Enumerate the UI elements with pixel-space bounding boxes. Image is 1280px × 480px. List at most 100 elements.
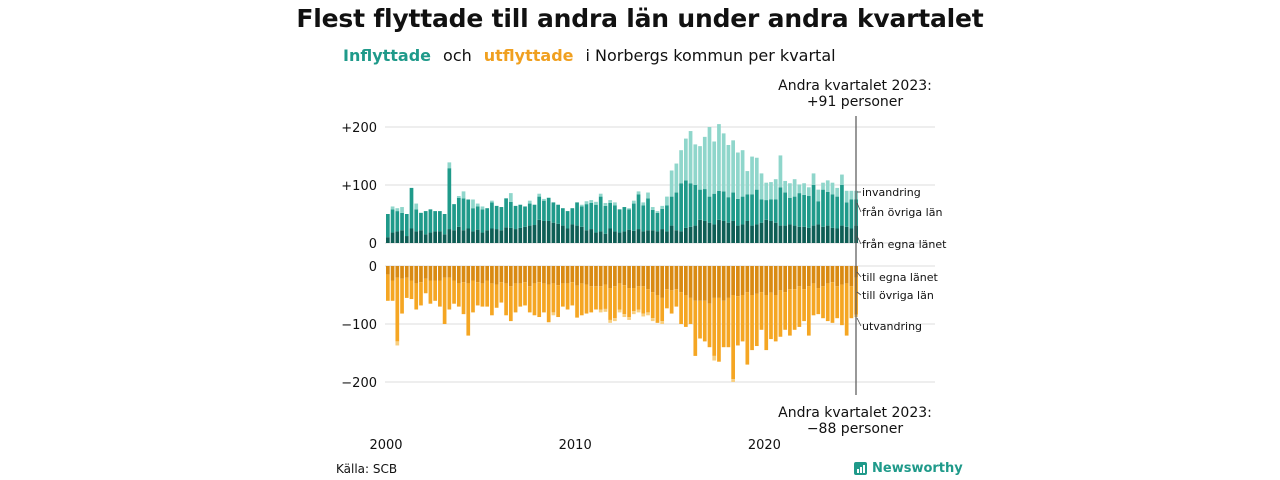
side-label-connector <box>856 235 862 245</box>
bar-out-1 <box>537 282 542 318</box>
bar-in-1 <box>650 209 655 231</box>
bar-out-0 <box>556 266 560 286</box>
bar-in-0 <box>636 229 641 243</box>
bar-out-2 <box>598 309 603 313</box>
bar-in-1 <box>788 197 792 225</box>
bar-out-1 <box>386 274 390 301</box>
bar-in-1 <box>669 196 674 226</box>
bar-in-2 <box>589 200 594 203</box>
bar-in-1 <box>636 194 641 230</box>
bar-out-0 <box>608 266 613 289</box>
bar-out-0 <box>570 266 575 283</box>
side-label-connector <box>856 317 862 327</box>
bar-in-0 <box>475 229 480 243</box>
bar-in-2 <box>490 200 494 203</box>
bar-in-0 <box>788 224 792 243</box>
bar-in-2 <box>792 179 797 197</box>
bar-out-0 <box>665 266 669 290</box>
side-label-bottom: utvandring <box>862 320 922 333</box>
bar-out-0 <box>821 266 825 287</box>
bar-out-2 <box>731 379 735 382</box>
bar-out-0 <box>736 266 740 297</box>
bar-out-0 <box>433 266 437 281</box>
bar-in-1 <box>740 196 745 225</box>
bar-in-1 <box>849 199 854 229</box>
bar-in-1 <box>561 208 565 226</box>
brand-name: Newsworthy <box>872 461 963 476</box>
bar-out-0 <box>461 266 466 283</box>
bar-in-0 <box>688 226 693 243</box>
bar-in-1 <box>674 192 679 231</box>
bar-in-2 <box>480 206 485 210</box>
bar-in-2 <box>698 146 702 190</box>
bar-in-0 <box>698 219 702 243</box>
subtitle-utflyttade: utflyttade <box>483 46 574 65</box>
bar-out-1 <box>494 284 499 308</box>
bar-out-1 <box>419 282 423 306</box>
bar-in-0 <box>579 226 584 243</box>
bar-in-0 <box>750 225 754 243</box>
bar-out-1 <box>613 286 617 319</box>
bar-in-1 <box>802 194 806 227</box>
bar-out-2 <box>622 314 627 318</box>
bar-out-0 <box>622 266 627 286</box>
bar-out-1 <box>490 283 494 316</box>
bar-in-0 <box>527 225 532 243</box>
bar-out-0 <box>513 266 518 284</box>
bar-out-0 <box>508 266 513 287</box>
bar-out-0 <box>456 266 461 284</box>
bar-in-0 <box>707 222 712 243</box>
bar-out-0 <box>527 266 532 287</box>
bottom-y-tick-label: −200 <box>341 376 377 391</box>
bar-out-1 <box>598 286 603 310</box>
bar-out-0 <box>603 266 608 285</box>
bar-in-0 <box>608 228 613 243</box>
bar-in-1 <box>518 204 523 228</box>
bar-in-2 <box>665 196 669 206</box>
bar-out-0 <box>769 266 773 293</box>
side-label-connector <box>856 202 862 213</box>
bar-out-0 <box>480 266 485 284</box>
bar-out-1 <box>608 288 613 320</box>
bar-in-2 <box>390 206 395 210</box>
bar-in-0 <box>494 229 499 243</box>
bar-in-2 <box>811 173 816 185</box>
bar-out-1 <box>731 295 735 380</box>
bar-in-0 <box>456 226 461 243</box>
bar-out-2 <box>636 309 641 313</box>
bar-in-0 <box>821 226 825 243</box>
bar-in-0 <box>773 222 778 243</box>
bar-in-1 <box>655 212 660 232</box>
bar-out-0 <box>707 266 712 304</box>
bar-out-0 <box>523 266 527 283</box>
bar-in-1 <box>797 193 802 227</box>
bar-out-1 <box>745 292 750 365</box>
bar-in-2 <box>461 191 466 199</box>
bar-out-0 <box>712 266 717 298</box>
bar-out-0 <box>754 266 759 294</box>
bar-in-1 <box>617 209 622 233</box>
bar-in-1 <box>806 196 811 228</box>
bar-in-1 <box>736 198 740 226</box>
bar-out-1 <box>414 283 419 310</box>
bar-in-0 <box>726 222 731 243</box>
bar-in-0 <box>702 220 707 243</box>
bar-in-1 <box>783 192 788 226</box>
bar-in-0 <box>499 230 504 243</box>
bar-in-1 <box>712 193 717 225</box>
bar-out-1 <box>499 282 504 303</box>
bar-in-1 <box>565 211 570 229</box>
bar-out-1 <box>750 295 754 351</box>
bar-in-1 <box>679 183 683 232</box>
bar-in-0 <box>650 230 655 243</box>
bar-in-2 <box>849 190 854 200</box>
bar-in-1 <box>551 202 556 223</box>
bar-in-0 <box>769 220 773 243</box>
bar-out-0 <box>494 266 499 285</box>
bar-out-1 <box>404 277 409 298</box>
bar-in-1 <box>792 196 797 226</box>
bar-out-2 <box>551 312 556 316</box>
bar-out-1 <box>546 284 551 323</box>
bar-in-0 <box>532 225 537 243</box>
bar-in-0 <box>778 225 783 243</box>
